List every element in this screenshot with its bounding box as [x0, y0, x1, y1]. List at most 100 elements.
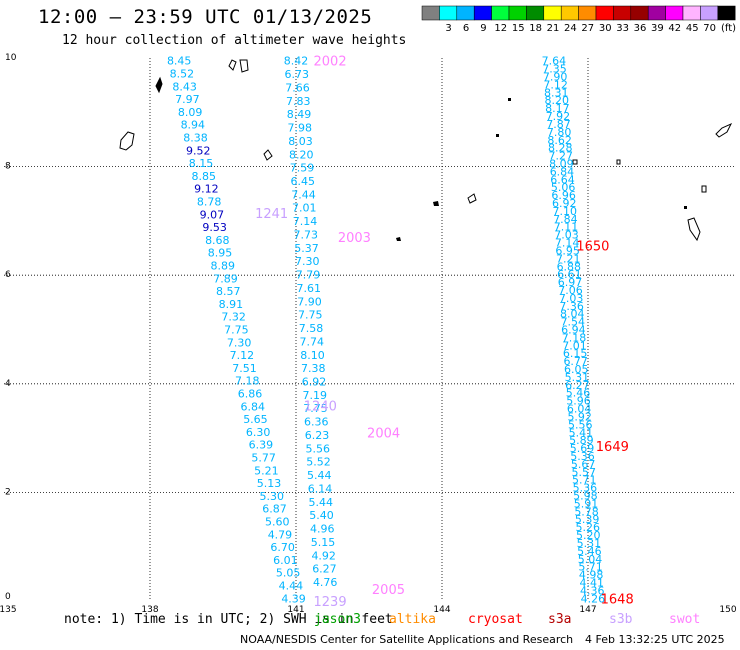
- wave-height-value: 5.96: [566, 395, 591, 408]
- wave-height-value: 7.03: [554, 229, 579, 242]
- wave-height-value: 5.44: [307, 469, 332, 482]
- wave-height-value: 7.12: [543, 78, 568, 91]
- island-shape: [155, 76, 163, 94]
- wave-height-value: 6.88: [557, 260, 582, 273]
- lon-tick-label: 138: [141, 605, 158, 615]
- wave-height-value: 6.36: [304, 416, 329, 429]
- legend-tick-label: 3: [445, 23, 451, 34]
- pass-number-label: 1240: [304, 400, 337, 415]
- wave-height-value: 5.56: [305, 442, 330, 455]
- wave-height-value: 8.91: [219, 298, 244, 311]
- island-shape: [715, 122, 733, 138]
- island-shape: [433, 201, 439, 206]
- lat-tick-label: 2: [5, 487, 11, 497]
- wave-height-value: 6.73: [284, 68, 309, 81]
- legend-tick-label: 36: [634, 23, 647, 34]
- legend-tick-label: 24: [564, 23, 577, 34]
- wave-height-value: 8.68: [205, 234, 230, 247]
- wave-height-value: 7.11: [554, 221, 579, 234]
- legend-tick-label: 42: [668, 23, 681, 34]
- wave-height-value: 5.15: [311, 536, 336, 549]
- legend-swatch: [473, 5, 492, 21]
- wave-height-value: 5.77: [251, 451, 276, 464]
- island-shape: [263, 149, 273, 161]
- wave-height-value: 8.15: [189, 157, 214, 170]
- wave-height-value: 4.26: [581, 592, 606, 605]
- generated-timestamp: 4 Feb 13:32:25 UTC 2025: [585, 633, 725, 646]
- wave-height-value: 4.36: [580, 584, 605, 597]
- wave-height-value: 6.27: [312, 563, 337, 576]
- wave-height-value: 7.30: [295, 255, 320, 268]
- wave-height-value: 5.44: [308, 496, 333, 509]
- lon-tick-label: 144: [433, 605, 450, 615]
- wave-height-value: 7.61: [296, 282, 321, 295]
- wave-height-value: 8.10: [300, 349, 325, 362]
- wave-height-value: 7.90: [543, 71, 568, 84]
- wave-height-value: 6.30: [246, 426, 271, 439]
- legend-tick-label: 33: [616, 23, 629, 34]
- legend-swatch: [700, 5, 719, 21]
- wave-height-value: 5.57: [571, 466, 596, 479]
- lon-tick-label: 135: [0, 605, 17, 615]
- wave-height-value: 5.30: [260, 490, 285, 503]
- wave-height-value: 7.84: [553, 213, 578, 226]
- wave-height-value: 5.04: [578, 553, 603, 566]
- wave-height-value: 6.45: [290, 175, 315, 188]
- wave-height-value: 7.30: [227, 336, 252, 349]
- island-shape: [616, 159, 621, 165]
- legend-swatch: [456, 5, 475, 21]
- wave-height-value: 5.05: [276, 567, 301, 580]
- wave-height-value: 6.15: [563, 347, 588, 360]
- wave-height-value: 7.12: [230, 349, 255, 362]
- wave-height-value: 7.89: [213, 272, 238, 285]
- wave-height-value: 8.09: [178, 106, 203, 119]
- island-shape: [228, 59, 249, 73]
- wave-height-value: 5.71: [578, 561, 603, 574]
- wave-height-value: 7.80: [547, 126, 572, 139]
- wave-height-value: 8.17: [545, 102, 570, 115]
- wave-height-value: 8.43: [172, 80, 197, 93]
- wave-height-value: 4.76: [313, 576, 338, 589]
- pass-number-label: 1239: [314, 595, 347, 610]
- wave-height-value: 5.26: [575, 521, 600, 534]
- wave-height-value: 5.31: [565, 371, 590, 384]
- page-subtitle: 12 hour collection of altimeter wave hei…: [62, 33, 407, 48]
- wave-height-value: 6.05: [564, 363, 589, 376]
- wave-height-value: 4.39: [281, 592, 306, 605]
- wave-height-value: 5.91: [574, 497, 599, 510]
- sat-cryosat: cryosat: [468, 612, 523, 627]
- wave-height-value: 5.21: [254, 464, 279, 477]
- wave-height-value: 7.01: [292, 202, 317, 215]
- legend-swatch: [613, 5, 632, 21]
- sat-altika: altika: [389, 612, 436, 627]
- lat-tick-label: 0: [5, 592, 11, 602]
- wave-height-value: 8.09: [549, 157, 574, 170]
- wave-height-value: 5.31: [577, 537, 602, 550]
- note-text: note: 1) Time is in UTC; 2) SWH is in fe…: [64, 612, 393, 627]
- wave-height-value: 5.92: [567, 410, 592, 423]
- wave-height-value: 5.36: [573, 482, 598, 495]
- wave-height-value: 5.39: [575, 513, 600, 526]
- wave-height-value: 5.78: [574, 505, 599, 518]
- legend-swatch: [682, 5, 701, 21]
- wave-height-value: 5.40: [309, 509, 334, 522]
- wave-height-value: 7.79: [296, 269, 321, 282]
- legend-swatch: [647, 5, 666, 21]
- legend-swatch: [508, 5, 527, 21]
- wave-height-value: 8.20: [289, 148, 314, 161]
- wave-height-value: 8.45: [167, 55, 192, 68]
- legend-unit: (ft): [721, 23, 736, 34]
- wave-height-value: 4.98: [579, 569, 604, 582]
- wave-height-value: 8.89: [211, 260, 236, 273]
- sat-s3a: s3a: [548, 612, 572, 627]
- wave-height-value: 7.14: [555, 237, 580, 250]
- legend-tick-label: 70: [703, 23, 716, 34]
- wave-height-value: 5.89: [569, 434, 594, 447]
- island-shape: [119, 131, 135, 151]
- wave-height-value: 8.20: [545, 94, 570, 107]
- legend-swatch: [630, 5, 649, 21]
- wave-height-value: 9.07: [200, 208, 225, 221]
- wave-height-value: 8.95: [208, 247, 233, 260]
- island-shape: [508, 98, 511, 101]
